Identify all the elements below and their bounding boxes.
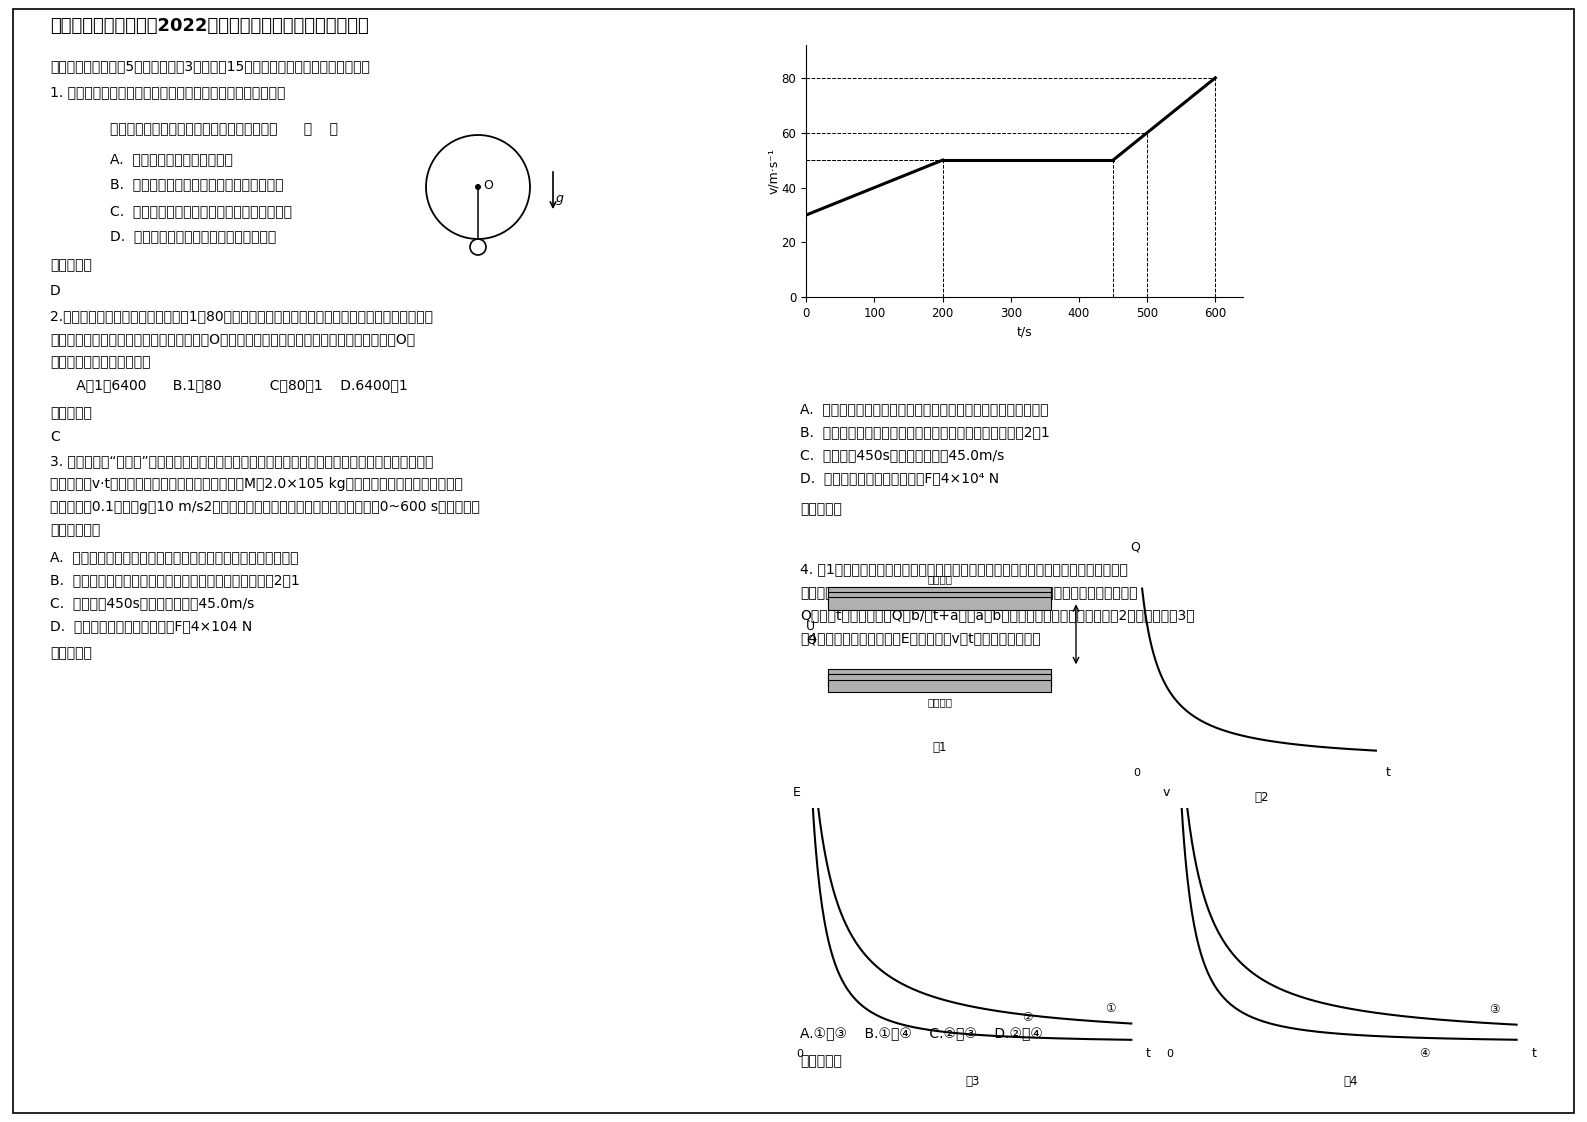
Text: 2.（单选）月球与地球质量之比约为1：80，有研究者认为月球和地球可视为一个由两质点构成的双: 2.（单选）月球与地球质量之比约为1：80，有研究者认为月球和地球可视为一个由两… (51, 309, 433, 323)
Text: 待测物体: 待测物体 (927, 697, 952, 707)
Text: 参考答案：: 参考答案： (800, 1054, 841, 1068)
Text: 体，在两极板间电压恒定的条件下，极板上所带电量Q将随待测物体的上下运动而变化，若: 体，在两极板间电压恒定的条件下，极板上所带电量Q将随待测物体的上下运动而变化，若 (800, 585, 1138, 599)
Text: ③: ③ (1489, 1003, 1500, 1015)
Text: 运动的线速度大小之比约为: 运动的线速度大小之比约为 (51, 355, 151, 369)
FancyBboxPatch shape (828, 587, 1051, 599)
Circle shape (475, 184, 481, 190)
Text: v: v (1163, 787, 1170, 799)
Text: A.  该动车组第二次加速通过的位移比与第一次加速通过的位移小: A. 该动车组第二次加速通过的位移比与第一次加速通过的位移小 (51, 550, 298, 564)
Text: 四川省达州市华景中学2022年高三物理下学期期末试卷含解析: 四川省达州市华景中学2022年高三物理下学期期末试卷含解析 (51, 17, 368, 35)
Text: D.  该动车组牵引力的最大值为F＝4×10⁴ N: D. 该动车组牵引力的最大值为F＝4×10⁴ N (800, 471, 1000, 485)
Text: 图1: 图1 (932, 741, 947, 754)
Y-axis label: v/m·s⁻¹: v/m·s⁻¹ (767, 148, 781, 194)
Text: 参考答案：: 参考答案： (51, 646, 92, 660)
Text: A.  该动车组第二次加速通过的位移比与第一次加速通过的位移小: A. 该动车组第二次加速通过的位移比与第一次加速通过的位移小 (800, 402, 1049, 416)
Text: 1. 如图所示，细线拴一带负电的小球，球处在竖直向下的匀强: 1. 如图所示，细线拴一带负电的小球，球处在竖直向下的匀强 (51, 85, 286, 99)
Text: Q随时间t的变化关系为Q＝b/（t+a）（a、b为大于零的常数），其图象如图2所示，那么图3、: Q随时间t的变化关系为Q＝b/（t+a）（a、b为大于零的常数），其图象如图2所… (800, 608, 1195, 622)
FancyBboxPatch shape (828, 680, 1051, 692)
Text: 分析正确的是: 分析正确的是 (51, 523, 100, 537)
X-axis label: t/s: t/s (1017, 325, 1032, 339)
Text: A．1：6400      B.1：80           C．80：1    D.6400：1: A．1：6400 B.1：80 C．80：1 D.6400：1 (51, 378, 408, 392)
Text: C.  该动车组450s内的平均速度为45.0m/s: C. 该动车组450s内的平均速度为45.0m/s (51, 596, 254, 610)
Text: 图4: 图4 (1343, 1075, 1357, 1088)
Text: Q: Q (1130, 541, 1139, 554)
Text: B.  该动车组第二次加速与第一次加速的加速度大小之比为2：1: B. 该动车组第二次加速与第一次加速的加速度大小之比为2：1 (51, 573, 300, 587)
Text: 固定极板: 固定极板 (927, 573, 952, 583)
Text: 参考答案：: 参考答案： (800, 502, 841, 516)
Text: 图4中反映极板间场强大小E和物体速度v随t变化的图线可能是: 图4中反映极板间场强大小E和物体速度v随t变化的图线可能是 (800, 631, 1041, 645)
Text: A.  小球不可能做匀速圆周运动: A. 小球不可能做匀速圆周运动 (110, 151, 233, 166)
Text: 一、选择题：本题共5小题，每小题3分，共计15分。每小题只有一个选项符合题意: 一、选择题：本题共5小题，每小题3分，共计15分。每小题只有一个选项符合题意 (51, 59, 370, 73)
Text: 电场中，使小球在竖直平面内做圆周运动，则      （    ）: 电场中，使小球在竖直平面内做圆周运动，则 （ ） (110, 122, 338, 136)
Text: 0: 0 (1166, 1049, 1173, 1059)
Text: t: t (1146, 1047, 1151, 1060)
Text: 参考答案：: 参考答案： (51, 406, 92, 420)
FancyBboxPatch shape (828, 674, 1051, 687)
Text: D.  该动车组牵引力的最大值为F＝4×104 N: D. 该动车组牵引力的最大值为F＝4×104 N (51, 619, 252, 633)
Text: U: U (806, 619, 816, 633)
Text: C.  该动车组450s内的平均速度为45.0m/s: C. 该动车组450s内的平均速度为45.0m/s (800, 448, 1005, 462)
Text: ④: ④ (1419, 1048, 1430, 1060)
Text: 出了相应的v·t图，如图所示。已知动车组的总质量M＝2.0×105 kg，已知动车组运动时受到的阻力: 出了相应的v·t图，如图所示。已知动车组的总质量M＝2.0×105 kg，已知动… (51, 477, 463, 491)
Text: C: C (51, 430, 60, 444)
Text: t: t (1385, 766, 1390, 779)
Text: 图3: 图3 (965, 1075, 979, 1088)
Text: A.①和③    B.①和④    C.②和③    D.②和④: A.①和③ B.①和④ C.②和③ D.②和④ (800, 1027, 1043, 1041)
Text: ②: ② (1022, 1011, 1033, 1023)
Text: O: O (482, 180, 494, 192)
Text: 0: 0 (1133, 769, 1141, 779)
Text: B.  该动车组第二次加速与第一次加速的加速度大小之比为2：1: B. 该动车组第二次加速与第一次加速的加速度大小之比为2：1 (800, 425, 1049, 439)
Text: 3. 某同学乘坐“和谐号”动车组，他用车载测速仪，记录了动车组在平直轨道上不同时刻的速度，并作: 3. 某同学乘坐“和谐号”动车组，他用车载测速仪，记录了动车组在平直轨道上不同时… (51, 454, 433, 468)
Text: 星系统，他们都围绕月球与地球连线上某点O做匀速圆周运动。据此观点，可知月球与地球绕O点: 星系统，他们都围绕月球与地球连线上某点O做匀速圆周运动。据此观点，可知月球与地球… (51, 332, 416, 346)
Text: ①: ① (1105, 1002, 1116, 1014)
Text: C.  小球运动到最低点时，球的线速度一定最大: C. 小球运动到最低点时，球的线速度一定最大 (110, 204, 292, 218)
Text: D: D (51, 284, 60, 298)
Text: 0: 0 (797, 1049, 803, 1059)
FancyBboxPatch shape (828, 592, 1051, 605)
FancyBboxPatch shape (828, 669, 1051, 682)
Text: 是其重力的0.1倍，取g＝10 m/s2，在该同学所记录的这段时间内（即图像中的0~600 s内），以下: 是其重力的0.1倍，取g＝10 m/s2，在该同学所记录的这段时间内（即图像中的… (51, 500, 479, 514)
Text: g: g (555, 192, 563, 205)
Text: E: E (794, 787, 800, 799)
Text: 4. 图1是某同学设计的电容式速度传感器原理图，其中上板为固定极板，下板为待测物: 4. 图1是某同学设计的电容式速度传感器原理图，其中上板为固定极板，下板为待测物 (800, 562, 1128, 576)
Text: 图2: 图2 (1254, 791, 1268, 803)
FancyBboxPatch shape (828, 597, 1051, 609)
Text: B.  当小球运动到最高点时绳的张力一定最小: B. 当小球运动到最高点时绳的张力一定最小 (110, 177, 284, 191)
Text: Q: Q (806, 634, 816, 647)
Text: t: t (1531, 1047, 1536, 1060)
Text: 参考答案：: 参考答案： (51, 258, 92, 272)
Text: D.  小球运动到最低点时，电势能一定最大: D. 小球运动到最低点时，电势能一定最大 (110, 229, 276, 243)
